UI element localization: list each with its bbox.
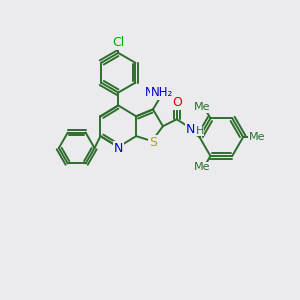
- Text: O: O: [172, 96, 182, 109]
- Text: 2: 2: [163, 91, 169, 100]
- Text: H: H: [196, 126, 204, 136]
- Text: N: N: [114, 142, 123, 154]
- Text: Me: Me: [194, 162, 211, 172]
- Text: NH₂: NH₂: [151, 86, 173, 99]
- Text: N: N: [186, 123, 195, 136]
- Text: S: S: [149, 136, 157, 148]
- Text: Me: Me: [194, 102, 211, 112]
- Text: Cl: Cl: [112, 37, 124, 50]
- Text: NH: NH: [144, 86, 162, 99]
- Text: Me: Me: [249, 132, 265, 142]
